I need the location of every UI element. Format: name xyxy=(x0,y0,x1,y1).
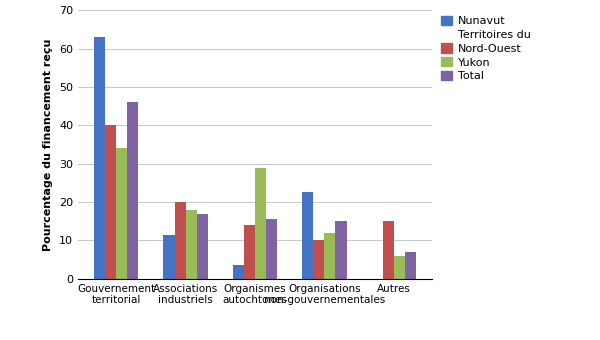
Bar xyxy=(127,102,139,279)
Bar xyxy=(383,221,394,279)
Bar xyxy=(175,202,185,279)
Bar xyxy=(233,266,244,279)
Bar xyxy=(94,37,105,279)
Bar xyxy=(116,148,127,279)
Y-axis label: Pourcentage du financement reçu: Pourcentage du financement reçu xyxy=(43,38,53,251)
Bar xyxy=(394,256,405,279)
Bar xyxy=(244,225,255,279)
Bar xyxy=(197,214,208,279)
Bar xyxy=(405,252,416,279)
Bar xyxy=(163,235,175,279)
Bar xyxy=(313,240,325,279)
Bar xyxy=(266,219,277,279)
Bar xyxy=(325,233,335,279)
Bar xyxy=(335,221,347,279)
Bar xyxy=(185,210,197,279)
Bar xyxy=(255,168,266,279)
Bar xyxy=(105,125,116,279)
Legend: Nunavut, Territoires du, Nord-Ouest, Yukon, Total: Nunavut, Territoires du, Nord-Ouest, Yuk… xyxy=(441,16,530,81)
Bar xyxy=(302,192,313,279)
